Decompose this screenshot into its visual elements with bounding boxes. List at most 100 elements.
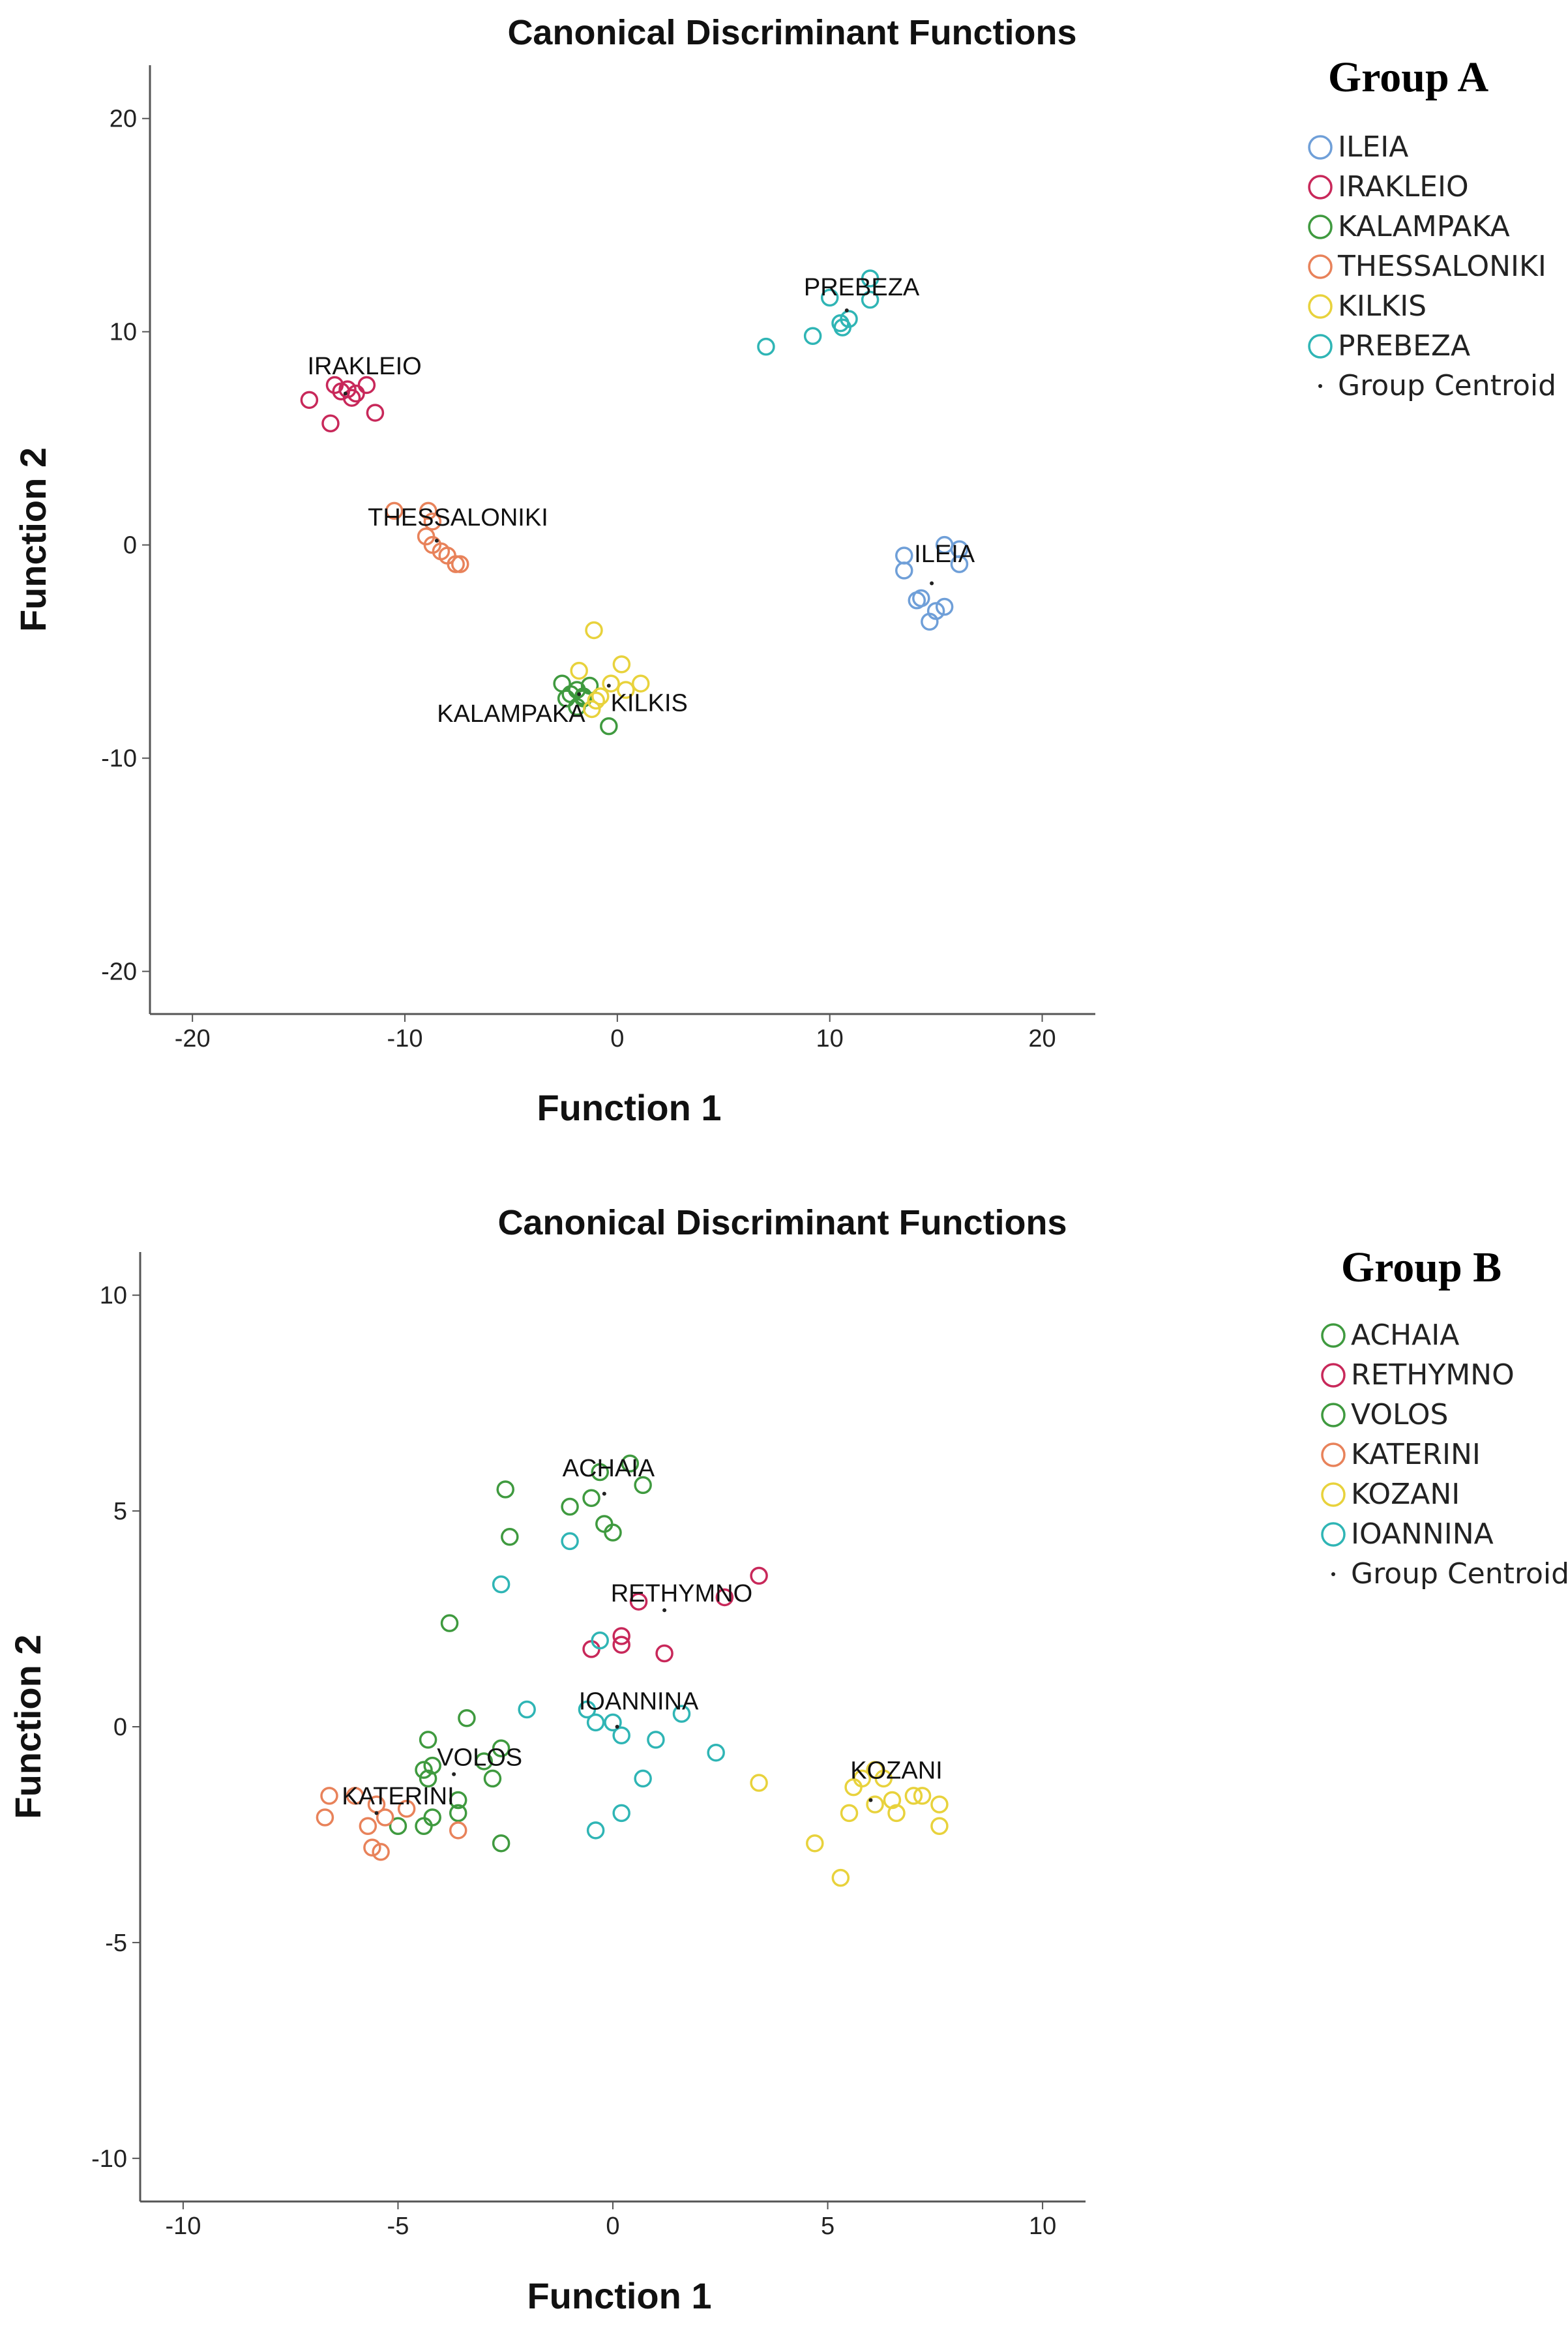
data-point (518, 1700, 536, 1719)
series-rethymno: RETHYMNO (582, 1566, 768, 1663)
data-point (347, 384, 365, 403)
centroid-label: PREBEZA (804, 274, 920, 301)
data-point (385, 501, 404, 520)
x-tick-label: 5 (821, 2213, 835, 2240)
data-point (496, 1480, 514, 1499)
data-point (612, 1726, 630, 1744)
data-point (561, 1532, 579, 1551)
data-point (492, 1739, 510, 1757)
legend-entry: THESSALONIKI (1337, 250, 1546, 283)
centroid-label: KOZANI (850, 1757, 942, 1784)
data-point (715, 1588, 734, 1607)
legend-marker (1308, 334, 1333, 359)
data-point (553, 674, 571, 693)
data-point (376, 1808, 394, 1827)
data-point (591, 1631, 609, 1650)
data-point (750, 1774, 768, 1792)
data-point (602, 674, 620, 693)
data-point (950, 555, 969, 573)
data-point (912, 589, 930, 608)
legend-centroid-marker (1331, 1572, 1335, 1576)
centroid-label: KATERINI (342, 1783, 454, 1810)
data-point (591, 1463, 609, 1482)
group-centroid (343, 391, 348, 396)
y-tick-label: -10 (91, 2145, 127, 2173)
y-tick-label: 0 (123, 532, 137, 560)
y-tick-label: -10 (101, 745, 137, 773)
legend-title: Group A (1328, 53, 1489, 101)
legend-entry: KATERINI (1351, 1438, 1481, 1471)
data-point (316, 1808, 334, 1827)
data-point (840, 1804, 859, 1823)
data-point (591, 687, 610, 706)
series-prebeza: PREBEZA (757, 269, 920, 356)
group-centroid (615, 1725, 619, 1729)
legend-entry: VOLOS (1351, 1398, 1448, 1431)
x-axis-title: Function 1 (527, 2275, 711, 2316)
data-point (647, 1731, 665, 1749)
group-centroid (434, 539, 439, 543)
legend-entry: PREBEZA (1338, 329, 1470, 363)
series-thessaloniki: THESSALONIKI (368, 501, 548, 573)
y-axis-title: Function 2 (12, 447, 53, 632)
data-point (586, 1713, 605, 1732)
group-centroid (844, 308, 849, 313)
data-point (342, 389, 361, 407)
centroid-label: KILKIS (611, 690, 688, 717)
data-point (586, 1821, 605, 1840)
legend-entry: KALAMPAKA (1338, 210, 1510, 243)
group-centroid (374, 1811, 379, 1815)
series-volos: VOLOS (389, 1614, 522, 1853)
data-point (844, 1778, 863, 1797)
data-point (595, 1515, 614, 1533)
centroid-label: RETHYMNO (611, 1580, 752, 1607)
data-point (757, 337, 775, 356)
data-point (583, 700, 601, 719)
series-ioannina: IOANNINA (492, 1532, 725, 1840)
data-point (338, 380, 357, 398)
legend-entry: IOANNINA (1351, 1517, 1494, 1551)
data-point (820, 288, 839, 307)
legend-marker (1308, 215, 1333, 239)
data-point (440, 1614, 459, 1632)
chart-1: Canonical Discriminant Functions -20 -10 0 1… (12, 13, 1556, 1128)
data-point (423, 512, 442, 531)
x-tick-label: 10 (1029, 2213, 1056, 2240)
series-kozani: KOZANI (750, 1757, 949, 1887)
data-point (750, 1566, 768, 1585)
y-tick-label: 20 (110, 106, 137, 133)
data-point (930, 1817, 949, 1835)
data-point (423, 1808, 441, 1827)
data-point (415, 1817, 433, 1835)
data-point (419, 1769, 437, 1788)
group-centroid (602, 1491, 606, 1496)
data-point (887, 1804, 906, 1823)
data-point (321, 414, 340, 433)
series-ileia: ILEIA (895, 535, 975, 631)
x-tick-label: 0 (610, 1025, 624, 1052)
x-tick-label: 10 (816, 1025, 844, 1052)
y-tick-label: -20 (101, 959, 137, 986)
x-tick-label: -10 (387, 1025, 423, 1052)
data-point (806, 1834, 824, 1853)
data-point (831, 314, 850, 333)
data-point (578, 1700, 597, 1719)
data-point (449, 1791, 467, 1810)
data-point (634, 1769, 652, 1788)
data-point (803, 327, 822, 345)
data-point (557, 689, 576, 708)
x-tick-label: -10 (165, 2213, 201, 2240)
data-point (320, 1787, 338, 1805)
group-centroid (662, 1608, 667, 1613)
data-point (492, 1834, 510, 1853)
data-point (346, 1787, 364, 1805)
data-point (895, 546, 913, 565)
data-point (913, 1787, 932, 1805)
centroid-label: ILEIA (914, 541, 975, 568)
data-point (483, 1769, 502, 1788)
group-centroid (930, 581, 934, 586)
legend-marker (1321, 1482, 1346, 1507)
group-centroid (868, 1798, 873, 1802)
data-point (866, 1795, 884, 1813)
